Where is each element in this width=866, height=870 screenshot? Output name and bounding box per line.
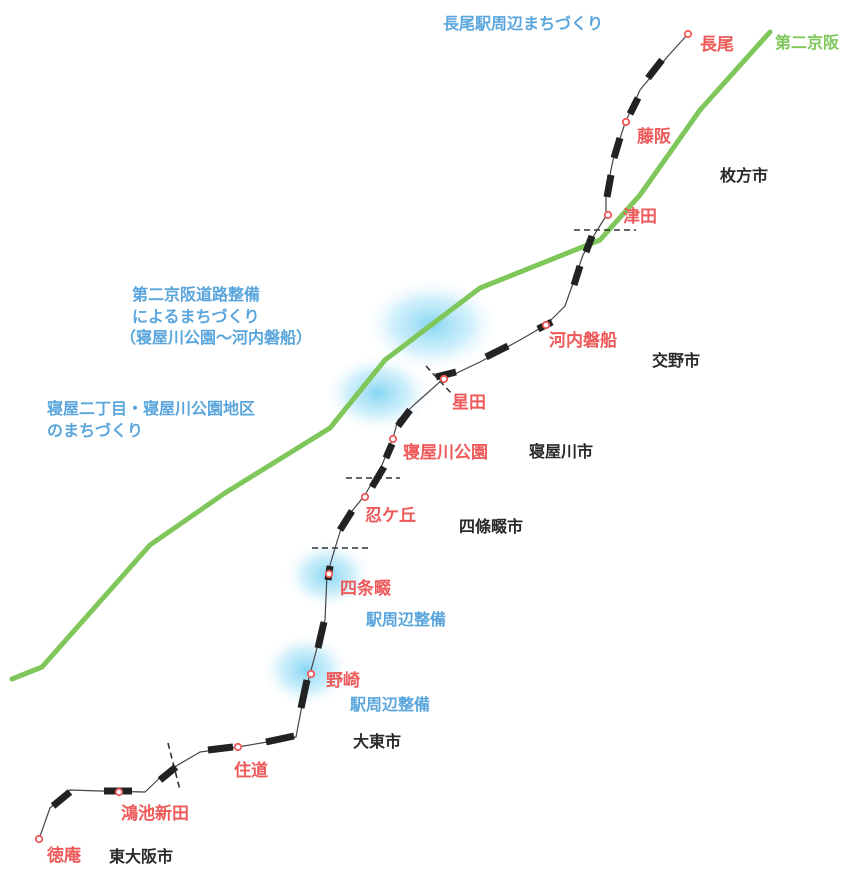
project-label-shijonawate: 駅周辺整備 (366, 610, 447, 629)
station-marker-konoike-shinden (114, 787, 124, 797)
station-label-hoshida: 星田 (452, 393, 486, 413)
station-marker-neyagawa-koen (388, 434, 398, 444)
station-marker-nozaki (306, 669, 316, 679)
station-label-shijonawate: 四条畷 (340, 579, 391, 599)
station-label-konoike-shinden: 鴻池新田 (121, 804, 189, 824)
station-label-tokuan: 徳庵 (47, 846, 81, 866)
city-label-higashiosaka: 東大阪市 (109, 847, 174, 866)
city-label-daito: 大東市 (353, 732, 402, 751)
project-daini-line-1: 第二京阪道路整備 (132, 285, 261, 304)
station-marker-nagao (683, 29, 693, 39)
station-marker-tsuda (603, 210, 613, 220)
station-label-fujisaka: 藤阪 (637, 127, 671, 147)
station-marker-shinobugaoka (360, 492, 370, 502)
station-label-nozaki: 野崎 (326, 671, 360, 691)
expressway-label: 第二京阪 (775, 33, 840, 52)
highlight-nozaki (261, 632, 351, 708)
station-label-suminodo: 住道 (234, 761, 268, 781)
city-label-neyagawa: 寝屋川市 (529, 442, 594, 461)
expressway-line (9, 29, 773, 682)
station-marker-fujisaka (621, 117, 631, 127)
railway-line (38, 33, 689, 840)
station-marker-hoshida (439, 374, 449, 384)
station-marker-suminodo (233, 742, 243, 752)
station-marker-shijonawate (324, 569, 334, 579)
station-marker-kawachi-iwafune (541, 320, 551, 330)
station-label-shinobugaoka: 忍ケ丘 (365, 506, 416, 526)
station-label-kawachi-iwafune: 河内磐船 (549, 331, 617, 351)
city-label-katano: 交野市 (652, 351, 701, 370)
project-label-daini-keihan: 第二京阪道路整備 によるまちづくり （寝屋川公園～河内磐船） (120, 284, 312, 349)
project-daini-line-2: によるまちづくり (132, 306, 260, 326)
station-label-tsuda: 津田 (623, 207, 657, 227)
project-label-neya-area: 寝屋二丁目・寝屋川公園地区 のまちづくり (47, 398, 255, 441)
project-neya-line-1: 寝屋二丁目・寝屋川公園地区 (47, 399, 256, 418)
station-label-neyagawa-koen: 寝屋川公園 (403, 443, 488, 463)
city-label-shijonawate: 四條畷市 (459, 517, 524, 536)
project-label-nagao: 長尾駅周辺まちづくり (443, 14, 604, 33)
station-marker-tokuan (34, 834, 44, 844)
city-label-hirakata: 枚方市 (720, 166, 769, 185)
boundary-katano-neyagawa (425, 365, 453, 395)
station-markers (34, 29, 693, 844)
station-label-nagao: 長尾 (700, 35, 734, 55)
project-daini-line-3: （寝屋川公園～河内磐船） (120, 328, 313, 348)
project-neya-line-2: のまちづくり (47, 420, 144, 440)
project-label-nozaki: 駅周辺整備 (350, 695, 431, 714)
